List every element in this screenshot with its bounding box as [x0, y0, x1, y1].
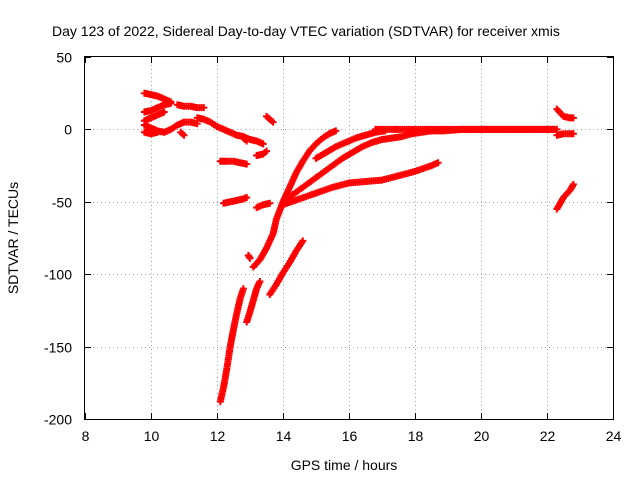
axis-ticks: 8 10 12 14 16 18 20 22 24 -200 -150 -100 -50 0 50 [44, 50, 622, 445]
data-point [167, 99, 175, 107]
data-points [140, 89, 577, 406]
x-tick-label: 22 [540, 428, 556, 444]
y-tick-label: 50 [56, 50, 72, 66]
data-point [569, 180, 577, 188]
x-tick-label: 18 [408, 428, 424, 444]
x-tick-label: 10 [144, 428, 160, 444]
data-point [569, 114, 577, 122]
data-point [239, 285, 247, 293]
series-arc-08 [193, 114, 267, 148]
data-point [180, 131, 188, 139]
x-tick-label: 24 [606, 428, 622, 444]
series-arc-07 [177, 128, 188, 139]
data-point [154, 128, 162, 136]
series-arc-26 [553, 105, 577, 122]
series-arc-10 [263, 112, 277, 126]
y-tick-label: -50 [52, 195, 72, 211]
series-arc-12 [253, 147, 270, 159]
x-axis-label: GPS time / hours [291, 457, 398, 473]
series-arc-03 [140, 108, 168, 125]
series-arc-06 [173, 101, 208, 112]
x-tick-label: 14 [276, 428, 292, 444]
data-point [266, 199, 274, 207]
x-tick-label: 20 [474, 428, 490, 444]
series-arc-16 [216, 285, 247, 406]
plot-frame [84, 56, 614, 420]
data-point [243, 160, 251, 168]
data-point [550, 125, 558, 133]
series-arc-14 [253, 199, 274, 212]
series-arc-02 [140, 99, 175, 116]
data-point [269, 118, 277, 126]
data-point [243, 137, 251, 145]
series-arc-20 [279, 159, 442, 209]
data-point [299, 237, 307, 245]
series-arc-18 [249, 127, 340, 271]
data-point [569, 130, 577, 138]
series-arc-05 [140, 128, 162, 138]
series-arc-17 [243, 277, 264, 326]
series-arc-19 [266, 237, 307, 298]
data-point [263, 147, 270, 155]
data-point [434, 159, 442, 167]
data-point [243, 193, 251, 201]
series-arc-09 [239, 134, 251, 145]
y-tick-label: -150 [44, 340, 72, 356]
data-point [256, 277, 264, 285]
x-tick-label: 16 [342, 428, 358, 444]
series-arc-24 [424, 125, 558, 135]
series-arc-11 [216, 157, 251, 168]
y-tick-label: -100 [44, 267, 72, 283]
data-point [200, 104, 208, 112]
series-arc-25 [553, 130, 577, 139]
data-point [259, 140, 267, 148]
series-arc-13 [220, 193, 251, 207]
data-point [160, 108, 168, 116]
series-arc-15 [244, 251, 254, 262]
x-tick-label: 12 [210, 428, 226, 444]
data-point [332, 127, 340, 135]
series-arc-27 [553, 180, 577, 213]
x-tick-label: 8 [82, 428, 90, 444]
chart-title: Day 123 of 2022, Sidereal Day-to-day VTE… [52, 23, 560, 39]
y-tick-label: -200 [44, 412, 72, 428]
data-point [246, 254, 254, 262]
y-axis-label: SDTVAR / TECUs [5, 182, 21, 294]
y-tick-label: 0 [64, 122, 72, 138]
